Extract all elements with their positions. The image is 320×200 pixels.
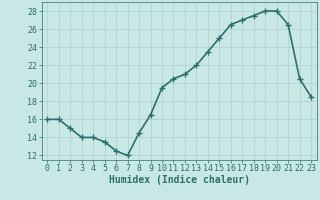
X-axis label: Humidex (Indice chaleur): Humidex (Indice chaleur): [109, 175, 250, 185]
